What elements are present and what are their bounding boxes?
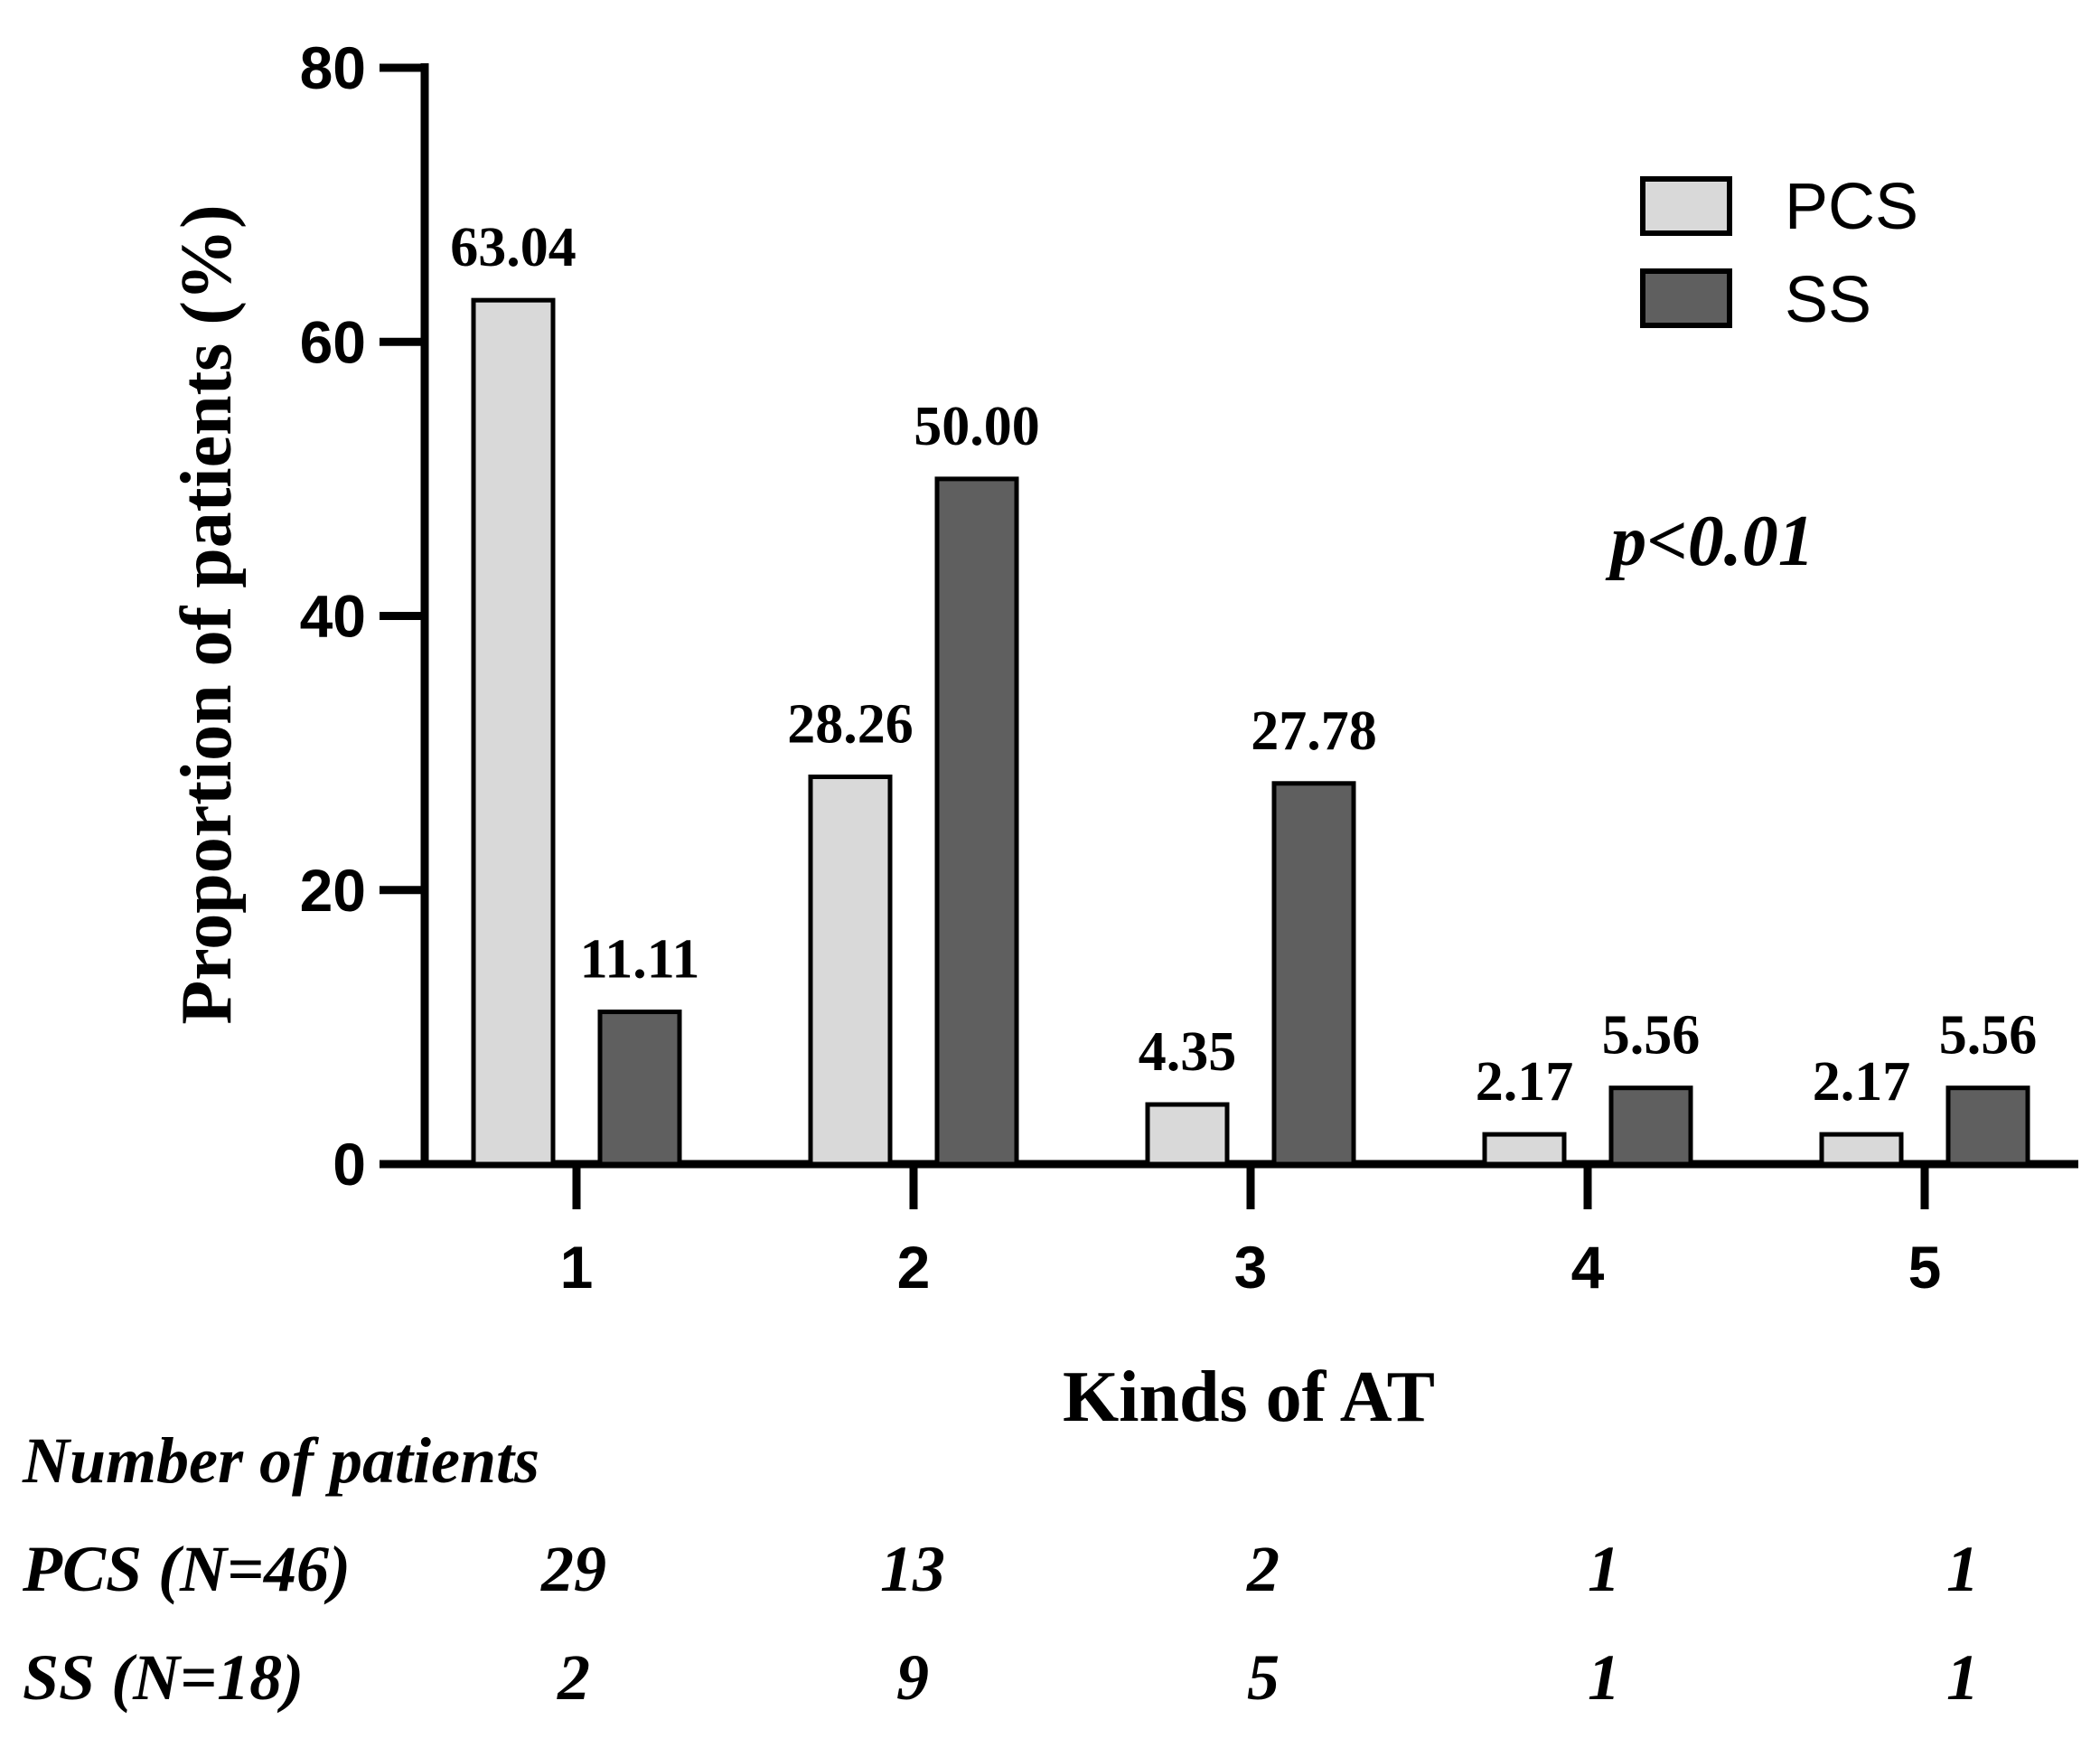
y-tick-label-0: 0: [333, 1131, 366, 1198]
legend-label-ss: SS: [1785, 264, 1871, 336]
x-ticks: 1 2 3 4 5: [560, 1164, 1942, 1301]
table-title: Number of patients: [22, 1424, 539, 1497]
x-tick-label-1: 1: [560, 1234, 594, 1301]
bar-pcs-5: [1819, 1132, 1904, 1167]
y-ticks: 0 20 40 60 80: [300, 34, 425, 1198]
table-cell-pcs-5: 1: [1946, 1533, 1979, 1605]
bars: [471, 297, 2030, 1167]
x-axis-title: Kinds of AT: [1063, 1358, 1435, 1437]
x-tick-label-3: 3: [1234, 1234, 1268, 1301]
x-tick-label-2: 2: [897, 1234, 931, 1301]
bar-pcs-3: [1145, 1102, 1230, 1167]
table-cell-ss-5: 1: [1946, 1641, 1979, 1714]
table-row-label-pcs: PCS (N=46): [22, 1533, 351, 1605]
legend-swatch-pcs: [1640, 176, 1732, 236]
bar-pcs-2: [808, 775, 893, 1167]
table-cell-ss-3: 5: [1247, 1641, 1280, 1714]
table-cell-ss-1: 2: [557, 1641, 590, 1714]
table-cell-pcs-3: 2: [1246, 1533, 1280, 1605]
x-tick-label-5: 5: [1908, 1234, 1942, 1301]
table-cell-pcs-4: 1: [1588, 1533, 1620, 1605]
table-cell-ss-2: 9: [896, 1641, 929, 1714]
data-label-pcs-3: 4.35: [1139, 1021, 1237, 1083]
table-cell-pcs-2: 13: [880, 1533, 945, 1605]
legend: PCS SS: [1640, 171, 1918, 336]
legend-swatch-ss: [1640, 268, 1732, 328]
bar-pcs-4: [1482, 1132, 1567, 1167]
data-label-pcs-5: 2.17: [1813, 1051, 1911, 1113]
data-label-pcs-2: 28.26: [787, 694, 914, 756]
table-cell-pcs-1: 29: [540, 1533, 606, 1605]
data-label-pcs-1: 63.04: [450, 217, 577, 278]
p-value-annotation: p<0.01: [1605, 502, 1814, 581]
table-cells: 29 13 2 1 12 9 5 1 1: [540, 1533, 1979, 1714]
legend-label-pcs: PCS: [1785, 171, 1918, 243]
bar-ss-2: [934, 476, 1019, 1167]
y-tick-label-80: 80: [300, 34, 366, 101]
bar-ss-5: [1945, 1085, 2030, 1167]
data-label-ss-3: 27.78: [1251, 700, 1377, 762]
bar-ss-3: [1271, 781, 1356, 1167]
y-tick-label-40: 40: [300, 583, 366, 650]
bar-pcs-1: [471, 297, 556, 1167]
data-label-ss-4: 5.56: [1602, 1005, 1701, 1066]
data-label-ss-1: 11.11: [580, 929, 700, 991]
bar-ss-4: [1608, 1085, 1693, 1167]
data-labels: 63.04 28.26 4.35 2.17 2.17 11.11 50.00 27.78 5.5…: [450, 217, 2037, 1113]
data-label-pcs-4: 2.17: [1476, 1051, 1574, 1113]
data-label-ss-5: 5.56: [1939, 1005, 2038, 1066]
y-tick-label-20: 20: [300, 857, 366, 924]
data-label-ss-2: 50.00: [914, 396, 1040, 457]
table-cell-ss-4: 1: [1588, 1641, 1620, 1714]
y-axis-title: Proportion of patients (%): [167, 204, 247, 1024]
table-row-label-ss: SS (N=18): [23, 1641, 304, 1714]
y-tick-label-60: 60: [300, 308, 366, 375]
bar-ss-1: [597, 1010, 682, 1167]
x-tick-label-4: 4: [1571, 1234, 1605, 1301]
